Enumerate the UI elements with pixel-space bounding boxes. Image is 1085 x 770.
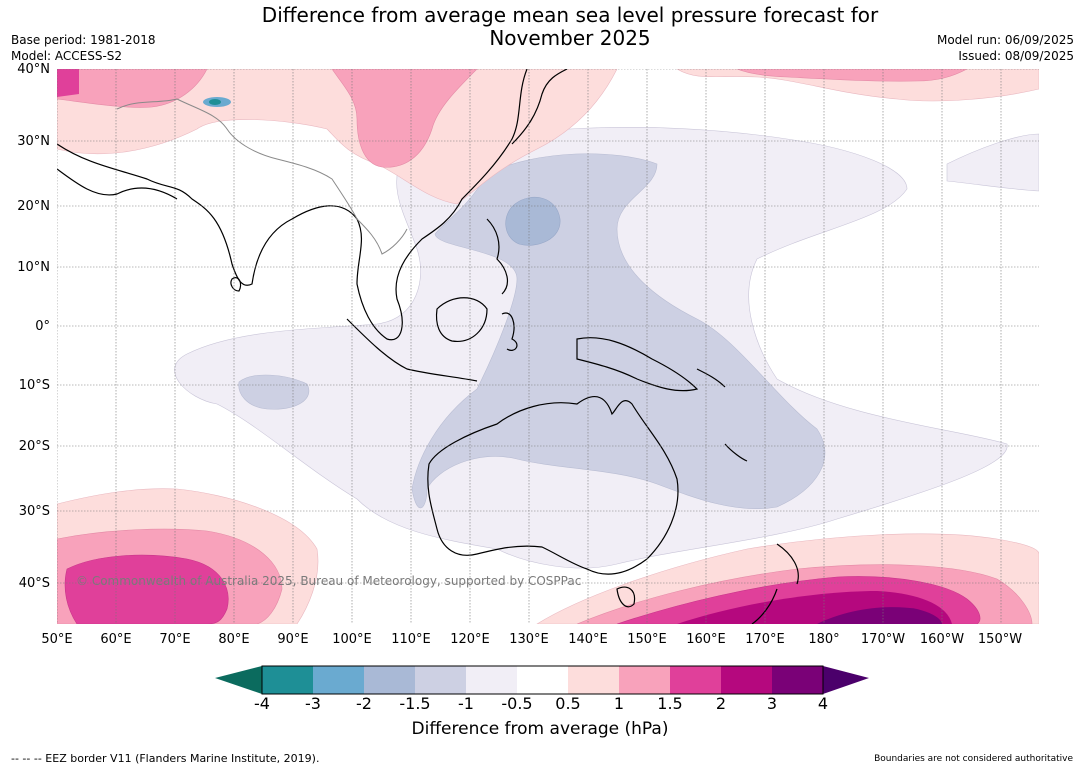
colorbar-tick: -4 xyxy=(254,694,270,713)
lat-label-20s: 20°S xyxy=(18,439,50,454)
coast-solomons xyxy=(696,368,726,388)
anomaly-region-pos-mid-ne xyxy=(736,69,968,82)
lat-label-30s: 30°S xyxy=(18,504,50,519)
map-title: Difference from average mean sea level p… xyxy=(170,4,970,50)
colorbar-segment xyxy=(721,666,772,694)
lon-label-180: 180° xyxy=(808,632,840,647)
anomaly-region-neg-strong xyxy=(505,196,561,246)
coast-tasmania xyxy=(616,586,636,608)
colorbar-segment xyxy=(517,666,568,694)
lon-label-160e: 160°E xyxy=(686,632,726,647)
coast-asia xyxy=(57,69,528,341)
coast-arabia-india-west xyxy=(57,168,178,200)
colorbar-tick: -1 xyxy=(458,694,474,713)
colorbar-segment xyxy=(670,666,721,694)
colorbar-segment xyxy=(466,666,517,694)
country-borders xyxy=(116,98,408,255)
lon-label-90e: 90°E xyxy=(277,632,309,647)
anomaly-region-neg-himalaya-core xyxy=(209,99,221,105)
colorbar-tick: 2 xyxy=(715,694,727,713)
model-run: Model run: 06/09/2025 xyxy=(936,33,1074,47)
colorbar xyxy=(215,665,869,695)
lon-label-150w: 150°W xyxy=(977,632,1023,647)
lon-label-60e: 60°E xyxy=(100,632,132,647)
colorbar-segments xyxy=(262,666,823,694)
lon-label-80e: 80°E xyxy=(218,632,250,647)
anomaly-region-pos-strong-sw xyxy=(64,554,229,624)
issued-date: Issued: 08/09/2025 xyxy=(958,49,1074,63)
colorbar-tick: -3 xyxy=(305,694,321,713)
colorbar-segment xyxy=(364,666,415,694)
lat-label-10s: 10°S xyxy=(18,378,50,393)
title-line-2: November 2025 xyxy=(489,26,651,50)
copyright-notice: © Commonwealth of Australia 2025, Bureau… xyxy=(76,574,582,588)
colorbar-segment xyxy=(772,666,823,694)
coast-borneo xyxy=(435,297,488,342)
colorbar-extend-max xyxy=(823,666,869,694)
anomaly-region-pos-strong-nw xyxy=(57,69,79,97)
colorbar-extend-min xyxy=(215,666,262,694)
lat-label-20n: 20°N xyxy=(17,199,50,214)
colorbar-segment xyxy=(619,666,670,694)
model-name: Model: ACCESS-S2 xyxy=(11,49,123,63)
colorbar-tick: -0.5 xyxy=(501,694,533,713)
coast-sulawesi xyxy=(501,312,518,351)
coast-australia xyxy=(427,396,679,575)
coast-new-zealand-south xyxy=(751,588,778,624)
colorbar-tick: 0.5 xyxy=(555,694,581,713)
boundary-disclaimer: Boundaries are not considered authoritat… xyxy=(874,754,1073,764)
colorbar-tick: -2 xyxy=(356,694,372,713)
lon-label-170w: 170°W xyxy=(860,632,906,647)
lat-label-40n: 40°N xyxy=(17,62,50,77)
lon-label-160w: 160°W xyxy=(919,632,965,647)
base-period: Base period: 1981-2018 xyxy=(11,33,156,47)
lon-label-170e: 170°E xyxy=(745,632,785,647)
coast-sri-lanka xyxy=(230,277,242,292)
anomaly-region-neg-mid xyxy=(411,153,826,510)
colorbar-tick: 3 xyxy=(766,694,778,713)
colorbar-tick: 4 xyxy=(817,694,829,713)
lat-label-40s: 40°S xyxy=(18,576,50,591)
eez-note: -- -- -- EEZ border V11 (Flanders Marine… xyxy=(11,752,320,765)
colorbar-tick: 1 xyxy=(613,694,625,713)
meta-left: Base period: 1981-2018 Model: ACCESS-S2 xyxy=(11,32,156,64)
colorbar-segment xyxy=(313,666,364,694)
anomaly-region-pos-max-se xyxy=(817,607,942,624)
colorbar-segment xyxy=(262,666,313,694)
anomaly-region-neg-mid-west xyxy=(238,374,310,410)
pressure-anomaly-map xyxy=(57,69,1039,624)
border-mainland-se-asia xyxy=(356,218,408,255)
lat-label-10n: 10°N xyxy=(17,260,50,275)
coast-sumatra-java xyxy=(346,318,478,382)
border-south-asia xyxy=(116,98,358,220)
coast-new-zealand-north xyxy=(776,543,799,585)
colorbar-segment xyxy=(568,666,619,694)
lon-label-110e: 110°E xyxy=(391,632,431,647)
lat-label-0: 0° xyxy=(35,319,50,334)
colorbar-segment xyxy=(415,666,466,694)
coast-japan xyxy=(511,69,568,145)
coast-philippines xyxy=(486,218,509,295)
lon-label-140e: 140°E xyxy=(568,632,608,647)
lon-label-130e: 130°E xyxy=(509,632,549,647)
meta-right: Model run: 06/09/2025 Issued: 08/09/2025 xyxy=(937,32,1074,64)
anomaly-region-pos-mid-north xyxy=(331,69,478,168)
lon-label-70e: 70°E xyxy=(159,632,191,647)
colorbar-tick: -1.5 xyxy=(399,694,431,713)
colorbar-label: Difference from average (hPa) xyxy=(411,719,669,739)
coast-new-guinea xyxy=(576,337,699,392)
lon-label-120e: 120°E xyxy=(450,632,490,647)
colorbar-tick: 1.5 xyxy=(657,694,683,713)
anomaly-region-neg-light-east xyxy=(946,133,1039,192)
gridlines xyxy=(57,69,1039,624)
lat-label-30n: 30°N xyxy=(17,134,50,149)
colorbar-frame xyxy=(261,665,824,695)
title-line-1: Difference from average mean sea level p… xyxy=(261,3,879,27)
lon-label-100e: 100°E xyxy=(332,632,372,647)
anomaly-region-pos-light-ne xyxy=(676,69,1039,102)
anomaly-region-pos-mid-nw xyxy=(57,69,208,108)
lon-label-50e: 50°E xyxy=(41,632,73,647)
lon-label-150e: 150°E xyxy=(627,632,667,647)
coastlines xyxy=(57,69,799,624)
